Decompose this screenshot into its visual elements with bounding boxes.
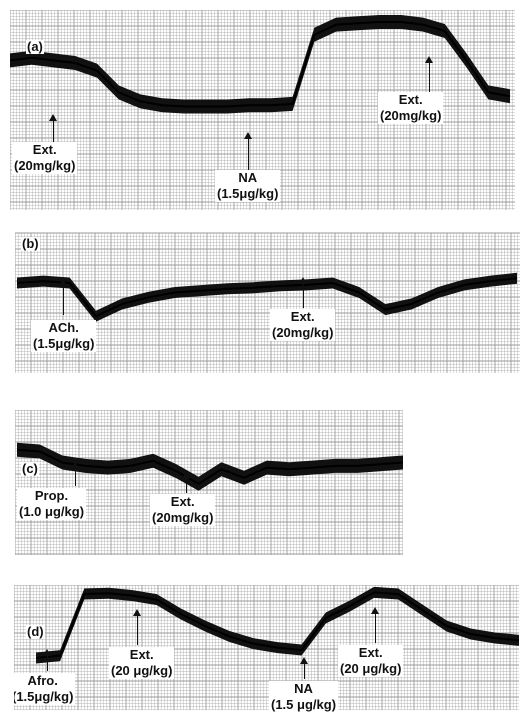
annotation-a-3-dose: (20mg/kg) [380,108,442,123]
panel-d-label: (d) [26,624,45,639]
annotation-c-1-name: Prop. [34,488,69,503]
arrow-d-2 [133,609,141,645]
annotation-d-3: NA (1.5 μg/kg) [269,681,339,713]
annotation-c-2-name: Ext. [170,494,195,509]
trace-line [10,21,511,108]
trace-line [35,591,519,659]
arrow-c-2 [182,472,190,493]
annotation-b-1-dose: (1.5μg/kg) [33,336,95,351]
annotation-a-3: Ext. (20mg/kg) [378,92,444,124]
panel-d: (d) Afro. (1.5μg/kg) Ext. (20 μg/kg) NA … [14,585,519,720]
annotation-d-1: Afro. (1.5μg/kg) [14,673,76,705]
annotation-d-4: Ext. (20 μg/kg) [338,645,404,677]
arrow-a-3 [425,56,433,92]
annotation-b-1-name: ACh. [48,320,79,335]
arrow-b-2 [299,277,307,308]
arrow-d-4 [371,607,379,643]
annotation-c-2-dose: (20mg/kg) [152,510,214,525]
trace-c [15,410,404,555]
annotation-d-2: Ext. (20 μg/kg) [109,647,175,679]
annotation-c-1-dose: (1.0 μg/kg) [19,504,85,519]
arrow-c-1 [71,462,79,486]
trace-line [16,277,518,318]
annotation-d-1-dose: (1.5μg/kg) [14,689,74,704]
annotation-b-2-name: Ext. [290,309,315,324]
trace-line [16,448,404,485]
annotation-a-2: NA (1.5μg/kg) [215,170,281,202]
annotation-b-2: Ext. (20mg/kg) [270,309,336,341]
annotation-a-1-dose: (20mg/kg) [14,158,76,173]
arrow-a-2 [244,132,252,170]
annotation-d-2-dose: (20 μg/kg) [111,663,173,678]
trace-b [15,232,520,373]
panel-c: (c) Prop. (1.0 μg/kg) Ext. (20mg/kg) [15,410,415,560]
annotation-d-4-name: Ext. [358,645,383,660]
annotation-a-1: Ext. (20mg/kg) [12,142,78,174]
chart-grid [14,585,519,710]
panel-a: (a) Ext. (20mg/kg) NA (1.5μg/kg) Ext. (2… [10,10,515,210]
trace-band [17,272,517,322]
panel-b: (b) ACh. (1.5μg/kg) Ext. (20mg/kg) [15,225,520,380]
annotation-d-4-dose: (20 μg/kg) [340,661,402,676]
annotation-b-1: ACh. (1.5μg/kg) [31,320,97,352]
panel-a-label: (a) [26,39,44,54]
arrow-a-1 [49,114,57,142]
chart-grid [15,232,520,373]
arrow-b-1 [59,279,67,315]
annotation-d-3-name: NA [294,681,313,696]
annotation-a-2-name: NA [238,170,258,185]
arrow-d-1 [43,649,51,671]
annotation-d-2-name: Ext. [129,647,154,662]
annotation-d-1-name: Afro. [27,673,58,688]
trace-d [14,585,519,710]
panel-b-label: (b) [21,236,40,251]
annotation-a-2-dose: (1.5μg/kg) [217,186,279,201]
annotation-c-2: Ext. (20mg/kg) [150,494,216,526]
annotation-d-3-dose: (1.5 μg/kg) [271,697,337,712]
annotation-c-1: Prop. (1.0 μg/kg) [17,488,87,520]
annotation-a-3-name: Ext. [398,92,423,107]
annotation-b-2-dose: (20mg/kg) [272,325,334,340]
arrow-d-3 [300,657,308,679]
annotation-a-1-name: Ext. [32,142,57,157]
panel-c-label: (c) [21,461,39,476]
